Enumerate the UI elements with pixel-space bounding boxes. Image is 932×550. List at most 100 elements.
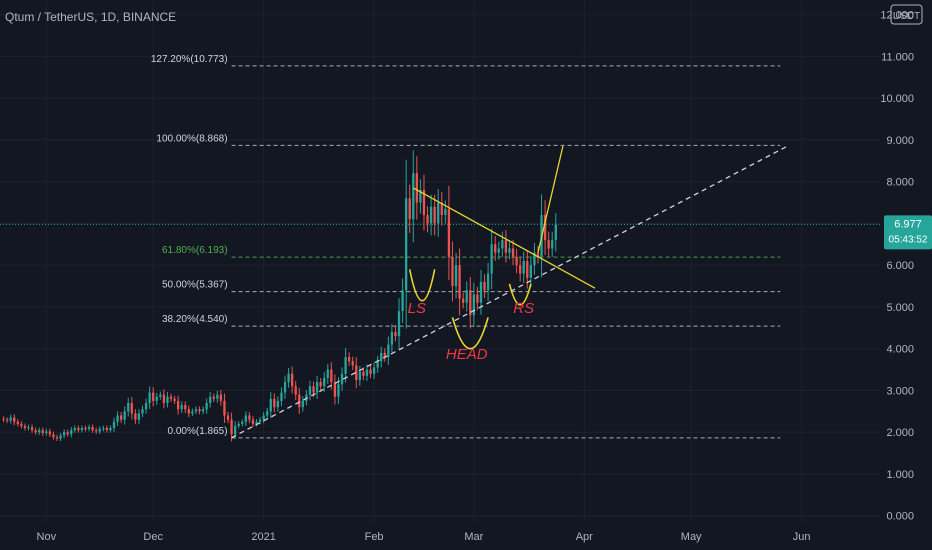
currency-button-label: USDT <box>893 11 920 22</box>
candle-body <box>34 430 37 433</box>
x-tick-label: Feb <box>365 531 384 543</box>
candle-body <box>433 206 436 224</box>
candle-body <box>383 352 386 358</box>
candle-body <box>102 428 105 430</box>
candle-body <box>137 413 141 420</box>
price-badge-countdown: 05:43:52 <box>889 234 928 245</box>
trend-line <box>537 146 564 253</box>
candle-body <box>543 215 547 241</box>
y-tick-label: 8.000 <box>886 177 914 189</box>
candle-body <box>526 261 529 278</box>
candle-body <box>472 294 476 316</box>
candle-body <box>408 198 411 220</box>
candle-body <box>465 290 468 303</box>
candle-body <box>358 371 361 381</box>
y-tick-label: 11.000 <box>881 51 914 63</box>
candle-body <box>369 369 372 374</box>
candle-body <box>387 344 390 358</box>
candle-body <box>390 331 394 345</box>
candle-body <box>330 369 333 383</box>
candle-body <box>469 290 472 316</box>
candle-body <box>511 248 515 257</box>
pattern-arc <box>451 317 489 350</box>
candle-body <box>152 392 155 401</box>
candle-body <box>30 427 34 431</box>
candle-body <box>462 298 465 303</box>
candle-body <box>280 392 283 401</box>
candle-body <box>248 415 251 420</box>
candle-body <box>109 428 112 431</box>
trend-line <box>231 145 788 439</box>
candle-body <box>315 382 319 393</box>
pattern-label: HEAD <box>446 346 488 363</box>
candle-body <box>262 415 265 420</box>
candle-body <box>87 427 91 429</box>
candle-body <box>326 369 329 378</box>
candle-body <box>273 398 276 408</box>
candle-body <box>73 428 76 431</box>
candle-body <box>522 261 525 274</box>
candle-body <box>483 281 486 291</box>
candle-body <box>166 396 169 403</box>
candle-body <box>401 290 404 312</box>
candle-body <box>169 396 173 399</box>
time-axis[interactable]: Nov Dec 2021 Feb Mar Apr May Jun <box>37 531 811 543</box>
candle-body <box>52 434 55 438</box>
candle-body <box>230 419 233 435</box>
candle-body <box>266 411 269 416</box>
candle-body <box>308 386 312 395</box>
candle-body <box>454 265 458 287</box>
candle-body <box>486 273 490 291</box>
candle-body <box>223 400 226 416</box>
candle-body <box>162 394 166 403</box>
candle-body <box>198 409 201 412</box>
trend-lines[interactable] <box>231 145 788 439</box>
candle-body <box>365 369 369 376</box>
fib-level-label: 38.20%(4.540) <box>162 314 228 325</box>
candle-body <box>554 224 557 241</box>
candle-body <box>258 419 262 422</box>
fibonacci-retracement[interactable]: 127.20%(10.773) 100.00%(8.868) 61.80%(6.19… <box>151 54 781 439</box>
candle-body <box>255 421 258 424</box>
candle-body <box>84 428 87 430</box>
fib-level-label: 100.00%(8.868) <box>156 133 227 144</box>
candle-body <box>191 411 194 414</box>
y-tick-label: 9.000 <box>886 135 914 147</box>
fib-level-label: 50.00%(5.367) <box>162 280 228 291</box>
candle-body <box>440 202 443 216</box>
candle-body <box>2 418 5 420</box>
candle-body <box>95 430 98 432</box>
candle-body <box>333 382 337 397</box>
annotations: LS HEAD RS <box>408 269 534 363</box>
x-tick-label: 2021 <box>251 531 275 543</box>
candle-body <box>547 240 550 249</box>
candle-body <box>209 396 212 403</box>
candle-body <box>287 373 290 383</box>
candle-body <box>141 409 144 414</box>
candle-body <box>497 248 500 253</box>
candle-body <box>536 252 540 257</box>
candle-body <box>116 415 119 422</box>
candle-body <box>130 402 133 414</box>
fib-level-label: 61.80%(6.193) <box>162 245 228 256</box>
candle-body <box>419 190 422 203</box>
candles <box>2 150 557 442</box>
candle-body <box>148 392 151 403</box>
pattern-label: LS <box>408 300 426 317</box>
candle-body <box>27 427 30 429</box>
candle-body <box>187 409 190 414</box>
candle-body <box>55 437 59 439</box>
candle-body <box>269 398 272 412</box>
y-tick-label: 0.000 <box>886 511 914 523</box>
candle-body <box>479 281 483 303</box>
candle-body <box>447 208 451 257</box>
candle-body <box>501 240 504 249</box>
candle-body <box>347 357 351 362</box>
candle-body <box>5 419 9 421</box>
candle-body <box>216 394 219 399</box>
candle-body <box>394 331 397 337</box>
currency-button[interactable] <box>890 4 923 25</box>
trend-line <box>412 187 596 289</box>
